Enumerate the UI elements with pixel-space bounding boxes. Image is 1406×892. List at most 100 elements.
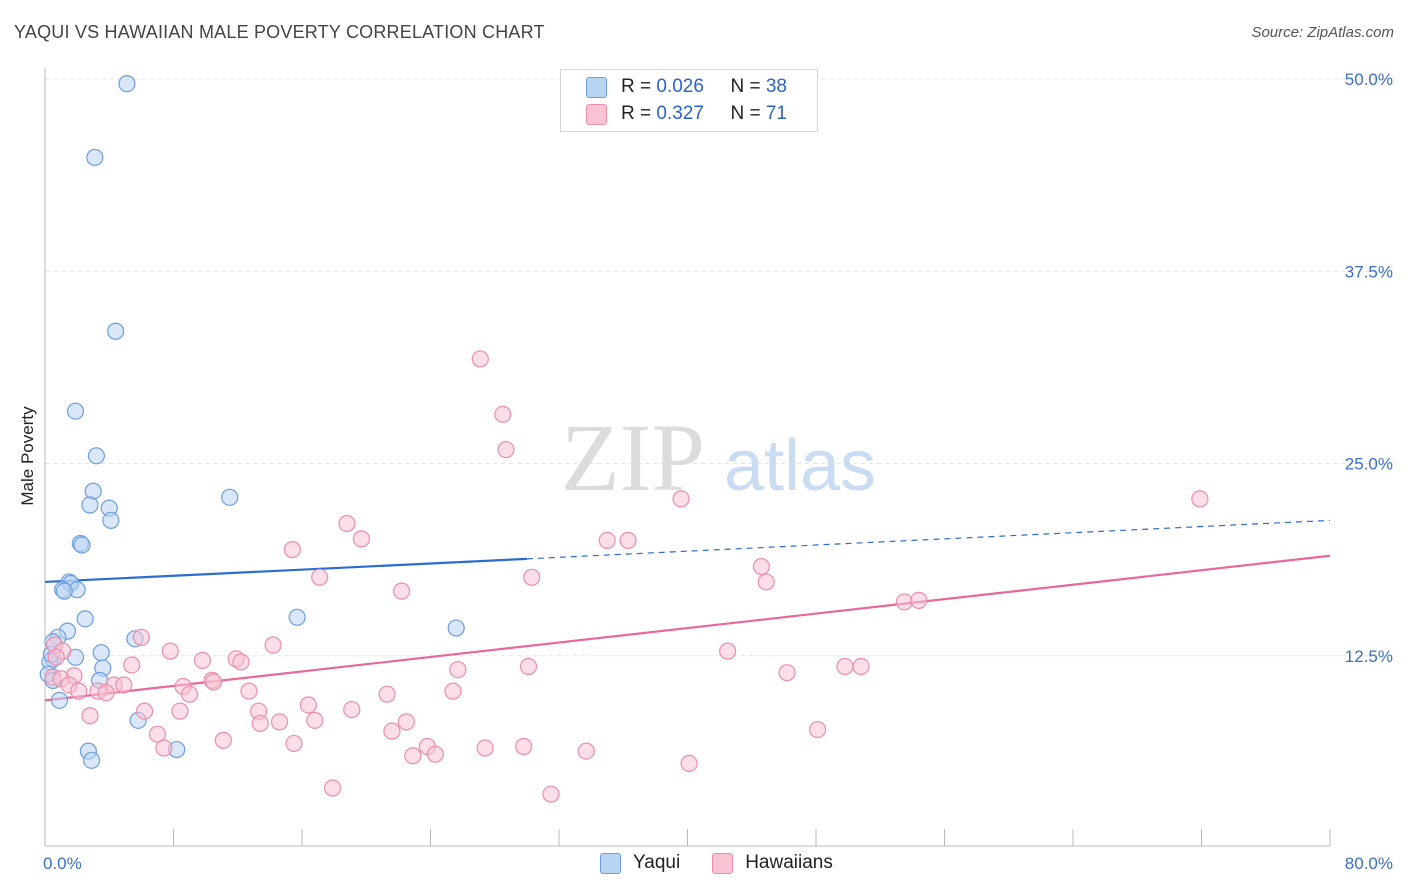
point-hawaiians bbox=[132, 628, 150, 646]
watermark-atlas: atlas bbox=[724, 426, 876, 506]
point-hawaiians bbox=[836, 657, 854, 676]
point-yaqui bbox=[76, 610, 94, 628]
point-yaqui bbox=[447, 619, 465, 637]
point-hawaiians bbox=[515, 737, 533, 756]
point-hawaiians bbox=[148, 725, 167, 743]
bottom-legend-label-hawaiians: Hawaiians bbox=[745, 852, 833, 873]
y-tick-label: 12.5% bbox=[1345, 647, 1393, 666]
y-tick-label: 37.5% bbox=[1345, 262, 1393, 281]
bottom-legend-swatch-hawaiians bbox=[712, 852, 734, 874]
legend-n-value-yaqui: 38 bbox=[765, 76, 787, 97]
point-hawaiians bbox=[214, 731, 232, 749]
point-hawaiians bbox=[283, 541, 301, 559]
source-label: Source: ZipAtlas.com bbox=[1251, 24, 1394, 41]
point-hawaiians bbox=[155, 739, 173, 757]
point-hawaiians bbox=[426, 745, 444, 763]
point-hawaiians bbox=[343, 700, 361, 719]
point-hawaiians bbox=[598, 531, 616, 550]
point-yaqui bbox=[66, 402, 85, 420]
point-hawaiians bbox=[352, 530, 371, 548]
trend-line-extension-yaqui bbox=[526, 519, 1331, 560]
point-hawaiians bbox=[378, 685, 396, 703]
point-hawaiians bbox=[719, 642, 737, 660]
legend-swatch-hawaiians bbox=[586, 103, 607, 125]
point-hawaiians bbox=[497, 441, 515, 459]
point-hawaiians bbox=[852, 657, 870, 676]
point-hawaiians bbox=[519, 657, 538, 676]
point-hawaiians bbox=[404, 747, 422, 765]
point-yaqui bbox=[55, 582, 73, 600]
point-hawaiians bbox=[115, 676, 133, 694]
legend-n-label: N = bbox=[730, 76, 766, 97]
point-hawaiians bbox=[270, 713, 289, 731]
axes bbox=[44, 68, 1331, 847]
point-hawaiians bbox=[47, 648, 65, 666]
point-hawaiians bbox=[809, 720, 827, 739]
point-hawaiians bbox=[619, 531, 637, 550]
bottom-legend-label-yaqui: Yaqui bbox=[633, 852, 681, 873]
point-hawaiians bbox=[306, 711, 324, 729]
point-hawaiians bbox=[180, 685, 199, 703]
bottom-legend-swatch-yaqui bbox=[600, 852, 621, 874]
point-hawaiians bbox=[680, 754, 698, 773]
point-yaqui bbox=[107, 322, 125, 340]
point-hawaiians bbox=[171, 702, 189, 720]
point-hawaiians bbox=[123, 656, 141, 674]
x-tick-label: 0.0% bbox=[43, 854, 82, 873]
point-hawaiians bbox=[97, 684, 115, 702]
point-yaqui bbox=[50, 691, 69, 709]
x-tick-label: 80.0% bbox=[1345, 854, 1393, 873]
point-hawaiians bbox=[476, 739, 494, 757]
point-hawaiians bbox=[311, 568, 329, 586]
point-hawaiians bbox=[161, 642, 179, 660]
point-hawaiians bbox=[523, 568, 541, 586]
legend-r-value-yaqui: 0.026 bbox=[656, 76, 704, 97]
point-hawaiians bbox=[444, 682, 462, 700]
point-hawaiians bbox=[338, 514, 356, 533]
legend-r-label: R = bbox=[621, 103, 657, 124]
point-yaqui bbox=[81, 496, 99, 514]
point-hawaiians bbox=[205, 673, 223, 691]
point-hawaiians bbox=[1191, 490, 1209, 508]
point-hawaiians bbox=[392, 582, 411, 600]
point-hawaiians bbox=[542, 785, 560, 803]
point-hawaiians bbox=[81, 707, 99, 725]
point-yaqui bbox=[288, 608, 306, 626]
legend-n-value-hawaiians: 71 bbox=[765, 103, 787, 124]
point-hawaiians bbox=[778, 664, 796, 682]
point-hawaiians bbox=[232, 653, 250, 671]
point-hawaiians bbox=[895, 593, 913, 611]
point-hawaiians bbox=[240, 682, 258, 700]
point-yaqui bbox=[92, 644, 110, 662]
point-hawaiians bbox=[264, 636, 282, 654]
point-yaqui bbox=[82, 751, 101, 769]
chart-title: YAQUI VS HAWAIIAN MALE POVERTY CORRELATI… bbox=[14, 22, 545, 42]
bottom-legend-item-hawaiians: Hawaiians bbox=[712, 852, 833, 874]
point-hawaiians bbox=[752, 557, 770, 576]
watermark: ZIP atlas bbox=[561, 404, 876, 511]
gridlines bbox=[45, 78, 1395, 657]
legend: R = 0.026 N = 38 R = 0.327 N = 71 bbox=[560, 69, 818, 132]
point-hawaiians bbox=[577, 742, 595, 760]
legend-r-value-hawaiians: 0.327 bbox=[656, 103, 704, 124]
point-yaqui bbox=[221, 488, 239, 506]
point-hawaiians bbox=[135, 702, 154, 720]
point-hawaiians bbox=[449, 660, 467, 679]
legend-n-label: N = bbox=[730, 103, 766, 124]
legend-swatch-yaqui bbox=[586, 76, 607, 98]
point-hawaiians bbox=[299, 696, 318, 714]
point-yaqui bbox=[87, 447, 106, 465]
point-hawaiians bbox=[672, 490, 690, 508]
point-hawaiians bbox=[193, 651, 212, 669]
tick-labels: 12.5% 25.0% 37.5% 50.0% 0.0% 80.0% bbox=[43, 70, 1393, 873]
point-hawaiians bbox=[397, 713, 416, 731]
point-yaqui bbox=[86, 148, 104, 167]
point-hawaiians bbox=[471, 350, 489, 368]
data-points bbox=[39, 75, 1209, 803]
bottom-legend-item-yaqui: Yaqui bbox=[600, 852, 680, 874]
point-hawaiians bbox=[494, 405, 512, 423]
point-yaqui bbox=[102, 511, 120, 530]
legend-r-label: R = bbox=[621, 76, 657, 97]
point-hawaiians bbox=[70, 682, 88, 700]
trend-line-hawaiians bbox=[44, 554, 1331, 702]
